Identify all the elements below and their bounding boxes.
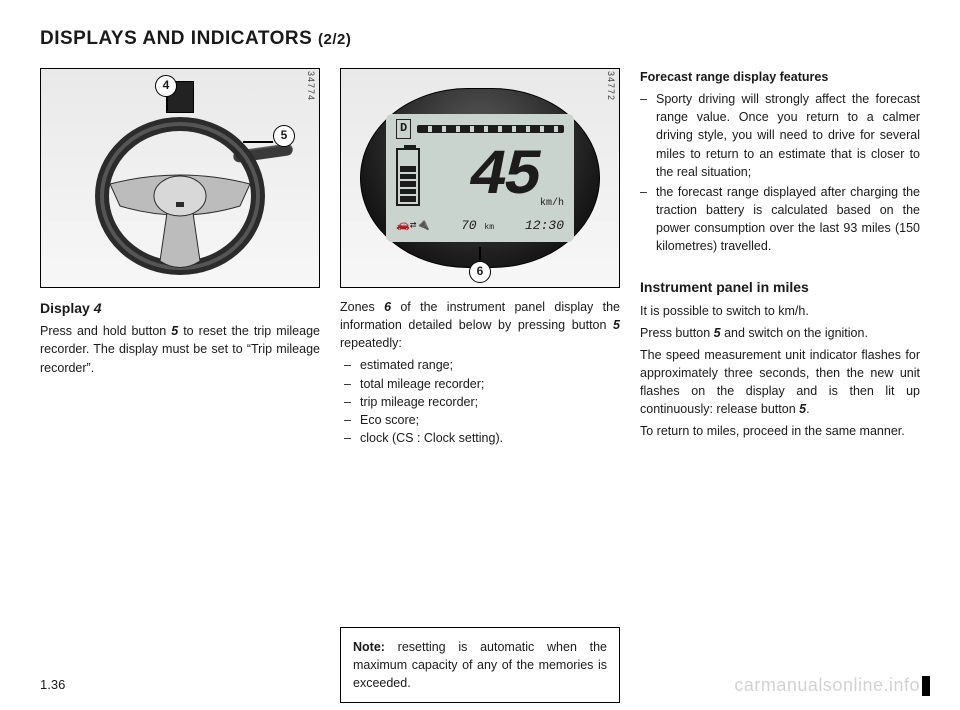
- forecast-list: Sporty driving will strongly affect the …: [640, 90, 920, 255]
- lcd-top-row: D: [396, 122, 564, 136]
- miles-p2: Press button 5 and switch on the igni­ti…: [640, 324, 920, 342]
- text: The speed measurement unit indica­tor fl…: [640, 348, 920, 416]
- range-km: 70: [461, 218, 477, 233]
- figure-steering-wheel: 34774 4 5: [40, 68, 320, 288]
- ref-5: 5: [714, 326, 721, 340]
- range-value: 70 km: [461, 217, 494, 236]
- display-heading-number: 4: [94, 300, 102, 316]
- lcd-bottom-row: 🚗⇄🔌 70 km 12:30: [396, 217, 564, 236]
- column-1: 34774 4 5 Display 4: [40, 68, 320, 703]
- text: .: [806, 402, 809, 416]
- text: repeatedly:: [340, 336, 402, 350]
- range-unit: km: [484, 223, 494, 232]
- content-columns: 34774 4 5 Display 4: [40, 68, 920, 703]
- ref-5: 5: [613, 318, 620, 332]
- list-item: clock (CS : Clock setting).: [360, 429, 620, 447]
- figure-code: 34772: [604, 71, 617, 101]
- leader-line: [243, 141, 273, 143]
- column-3: Forecast range display features Sporty d…: [640, 68, 920, 703]
- callout-4: 4: [155, 75, 177, 97]
- list-item: estimated range;: [360, 356, 620, 374]
- title-sub: (2/2): [318, 31, 351, 48]
- leader-line: [479, 247, 481, 261]
- page-title: DISPLAYS AND INDICATORS (2/2): [40, 28, 920, 50]
- title-main: DISPLAYS AND INDICATORS: [40, 28, 312, 49]
- miles-heading: Instrument panel in miles: [640, 277, 920, 297]
- figure-instrument-panel: 34772 D 45km/h: [340, 68, 620, 288]
- speed-unit: km/h: [540, 199, 564, 209]
- list-item: trip mileage recorder;: [360, 393, 620, 411]
- text: and switch on the igni­tion.: [721, 326, 868, 340]
- display-body: Press and hold button 5 to reset the tri…: [40, 322, 320, 376]
- battery-gauge-icon: [396, 148, 420, 206]
- watermark: carmanualsonline.info: [734, 675, 920, 696]
- zones-list: estimated range; total mileage recorder;…: [340, 356, 620, 447]
- text: Press and hold button: [40, 324, 171, 338]
- speed-value: 45: [469, 141, 538, 213]
- speed-readout: 45km/h: [428, 145, 564, 209]
- ref-6: 6: [384, 300, 391, 314]
- lcd-main-row: 45km/h: [396, 136, 564, 217]
- text: Press button: [640, 326, 714, 340]
- note-label: Note:: [353, 640, 385, 654]
- lcd-screen: D 45km/h 🚗⇄🔌 70 km 12:30: [386, 114, 574, 242]
- range-icon: 🚗⇄🔌: [396, 219, 430, 235]
- crop-mark-icon: [922, 676, 930, 696]
- list-item: Eco score;: [360, 411, 620, 429]
- steering-wheel-icon: [90, 106, 270, 276]
- note-box: Note: resetting is automatic when the ma…: [340, 627, 620, 703]
- clock-value: 12:30: [525, 217, 564, 236]
- miles-p1: It is possible to switch to km/h.: [640, 302, 920, 320]
- callout-6: 6: [469, 261, 491, 283]
- list-item: Sporty driving will strongly affect the …: [656, 90, 920, 181]
- miles-p3: The speed measurement unit indica­tor fl…: [640, 346, 920, 419]
- display-heading-prefix: Display: [40, 300, 90, 316]
- cluster-frame-icon: D 45km/h 🚗⇄🔌 70 km 12:30: [360, 88, 600, 268]
- leader-line: [166, 97, 168, 111]
- miles-p4: To return to miles, proceed in the same …: [640, 422, 920, 440]
- figure-code: 34774: [304, 71, 317, 101]
- display-heading: Display 4: [40, 298, 320, 318]
- list-item: the forecast range displayed after charg…: [656, 183, 920, 256]
- column-2: 34772 D 45km/h: [340, 68, 620, 703]
- page-number: 1.36: [40, 677, 65, 692]
- note-body: resetting is automatic when the maximum …: [353, 640, 607, 690]
- callout-5: 5: [273, 125, 295, 147]
- forecast-heading: Forecast range display features: [640, 68, 920, 86]
- zones-intro: Zones 6 of the instrument panel dis­play…: [340, 298, 620, 352]
- list-item: total mileage recorder;: [360, 375, 620, 393]
- text: Zones: [340, 300, 384, 314]
- power-bar-icon: [417, 125, 564, 133]
